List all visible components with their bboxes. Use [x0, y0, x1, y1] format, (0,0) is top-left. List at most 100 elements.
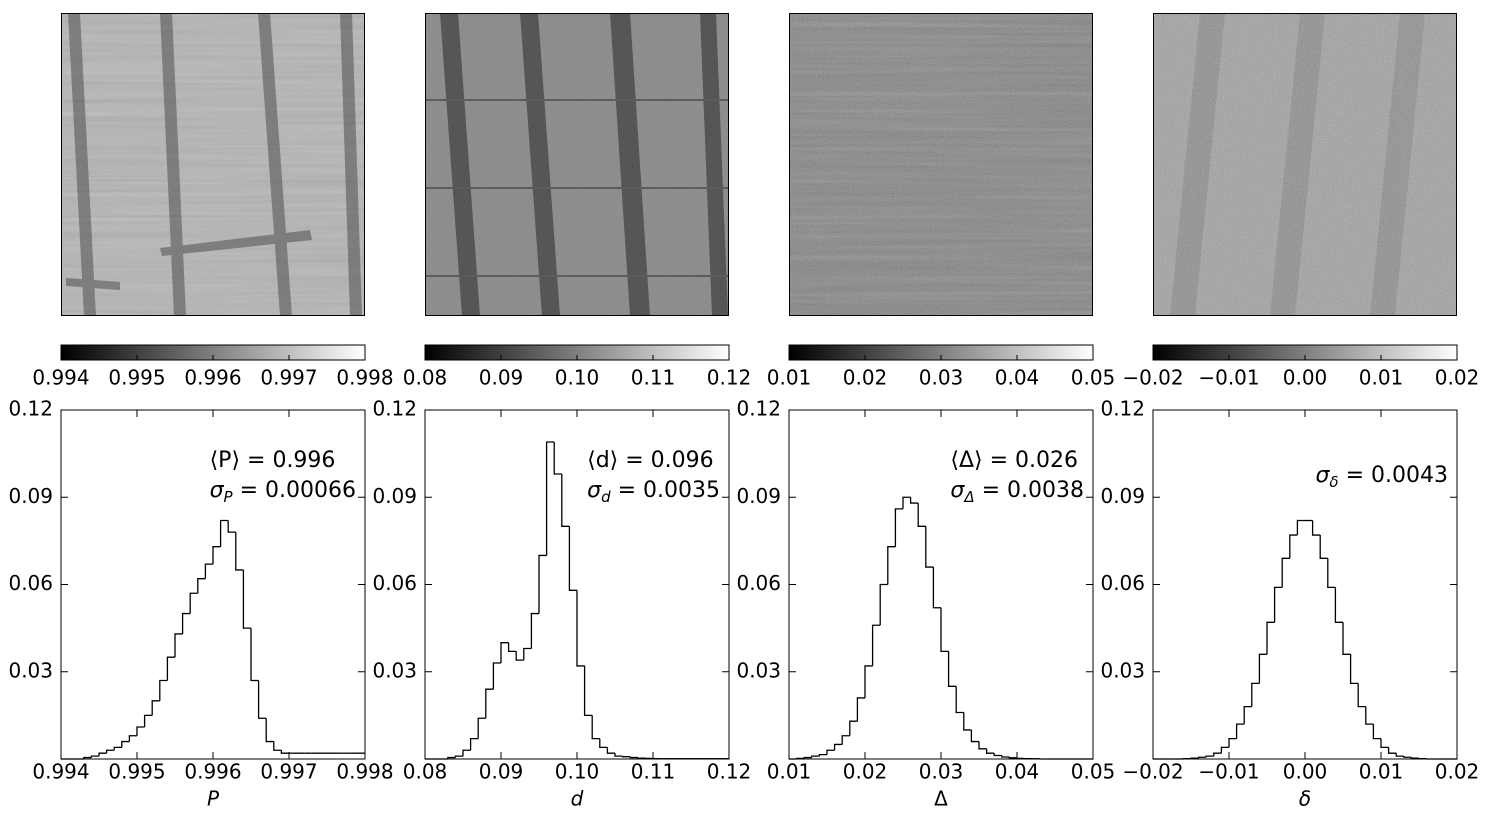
histogram-step: [1296, 519, 1305, 536]
histogram-step: [1220, 746, 1229, 754]
histogram-step: [113, 746, 122, 751]
annotation-part: δ: [1329, 473, 1338, 491]
histogram-step: [614, 753, 623, 757]
annotation-part: Δ: [963, 488, 974, 506]
histogram-step: [871, 624, 881, 666]
histogram-step: [143, 714, 153, 728]
x-tick-label: 0.01: [767, 760, 812, 784]
y-tick-label: 0.12: [372, 397, 417, 421]
y-tick-label: 0.09: [736, 484, 781, 508]
x-tick-label: 0.01: [1359, 760, 1404, 784]
colorbar-tick-label: 0.09: [479, 366, 524, 390]
histogram-step: [538, 554, 547, 614]
histogram-step: [523, 647, 532, 661]
histogram-step: [864, 665, 873, 698]
histogram-step: [1410, 757, 1419, 759]
histogram-step: [909, 497, 919, 504]
y-tick-label: 0.06: [736, 571, 781, 595]
histogram-step: [1258, 653, 1267, 684]
histogram-step: [1395, 753, 1404, 757]
histogram-step: [1403, 756, 1412, 758]
histogram-step: [879, 583, 888, 626]
x-tick-label: 0.04: [995, 760, 1040, 784]
histogram-step: [963, 712, 972, 731]
y-tick-label: 0.12: [8, 397, 53, 421]
annotation-part: = 0.0043: [1339, 463, 1448, 488]
histogram-step: [500, 642, 509, 664]
histogram-step: [925, 526, 934, 568]
y-tick-label: 0.09: [372, 484, 417, 508]
colorbar-tick-label: 0.998: [336, 366, 393, 390]
histogram-step: [273, 741, 282, 751]
annotation: σd = 0.0035: [587, 478, 720, 506]
histogram-step: [970, 729, 979, 743]
annotation: ⟨Δ⟩ = 0.026: [950, 448, 1078, 473]
histogram-step: [917, 503, 926, 527]
image-panel: [789, 13, 1093, 316]
histogram-step: [978, 741, 987, 750]
y-tick-label: 0.06: [1100, 571, 1145, 595]
colorbar-tick-label: 0.12: [707, 366, 752, 390]
colorbar-tick-label: −0.02: [1122, 366, 1183, 390]
x-tick-label: 0.996: [184, 760, 241, 784]
histogram-step: [515, 651, 524, 661]
colorbar-tick-label: 0.995: [108, 366, 165, 390]
histogram-step: [197, 578, 206, 594]
histogram-step: [811, 755, 820, 758]
histogram-step: [462, 749, 471, 757]
histogram-step: [83, 756, 92, 759]
annotation-part: d: [601, 488, 611, 506]
histogram-step: [1311, 520, 1321, 536]
histogram-step: [204, 563, 213, 579]
colorbar-tick-label: 0.08: [403, 366, 448, 390]
histogram-step: [576, 590, 585, 667]
histogram-step: [1190, 757, 1199, 759]
annotation-part: = 0.0038: [975, 478, 1084, 503]
histogram-step: [1228, 737, 1237, 748]
histogram-step: [174, 633, 183, 658]
histogram-step: [856, 697, 865, 722]
histogram-step: [606, 747, 615, 754]
histogram-step: [181, 612, 191, 634]
histogram-step: [553, 441, 562, 475]
colorbar-tick-label: 0.02: [1435, 366, 1480, 390]
annotation-part: P: [224, 488, 234, 506]
colorbar-tick-label: 0.994: [32, 366, 89, 390]
y-tick-label: 0.09: [1100, 484, 1145, 508]
annotation-part: ⟨d⟩ = 0.096: [587, 448, 714, 473]
histogram-step: [265, 718, 274, 743]
annotation: σΔ = 0.0038: [950, 478, 1084, 506]
colorbar-tick-label: 0.02: [843, 366, 888, 390]
histogram-step: [1357, 683, 1366, 708]
x-tick-label: 0.03: [919, 760, 964, 784]
histogram-step: [98, 752, 107, 757]
annotation-part: σ: [587, 478, 602, 503]
histogram-step: [902, 496, 911, 509]
histogram-step: [121, 740, 130, 748]
colorbar-tick-label: 0.00: [1283, 366, 1328, 390]
x-tick-label: 0.02: [843, 760, 888, 784]
annotation-part: ⟨P⟩ = 0.996: [210, 448, 336, 473]
histogram-step: [833, 743, 843, 751]
y-tick-label: 0.06: [372, 571, 417, 595]
x-tick-label: 0.08: [403, 760, 448, 784]
colorbar-tick-label: −0.01: [1198, 366, 1259, 390]
colorbar-tick-label: 0.01: [1359, 366, 1404, 390]
histogram-step: [235, 532, 244, 571]
histogram-step: [940, 607, 949, 653]
histogram-step: [591, 715, 600, 740]
annotation: σP = 0.00066: [210, 478, 356, 506]
histogram-step: [250, 628, 259, 682]
histogram-step: [1387, 747, 1397, 754]
histogram-step: [993, 753, 1002, 757]
histogram-step: [1319, 535, 1328, 559]
annotation-part: ⟨Δ⟩ = 0.026: [950, 448, 1078, 473]
image-panel: [1153, 13, 1457, 316]
histogram-step: [447, 756, 456, 759]
histogram-step: [1205, 755, 1214, 758]
histogram-step: [1008, 756, 1017, 759]
histogram-step: [1372, 724, 1381, 740]
histogram-step: [1197, 756, 1207, 759]
colorbar-tick-label: 0.01: [767, 366, 812, 390]
